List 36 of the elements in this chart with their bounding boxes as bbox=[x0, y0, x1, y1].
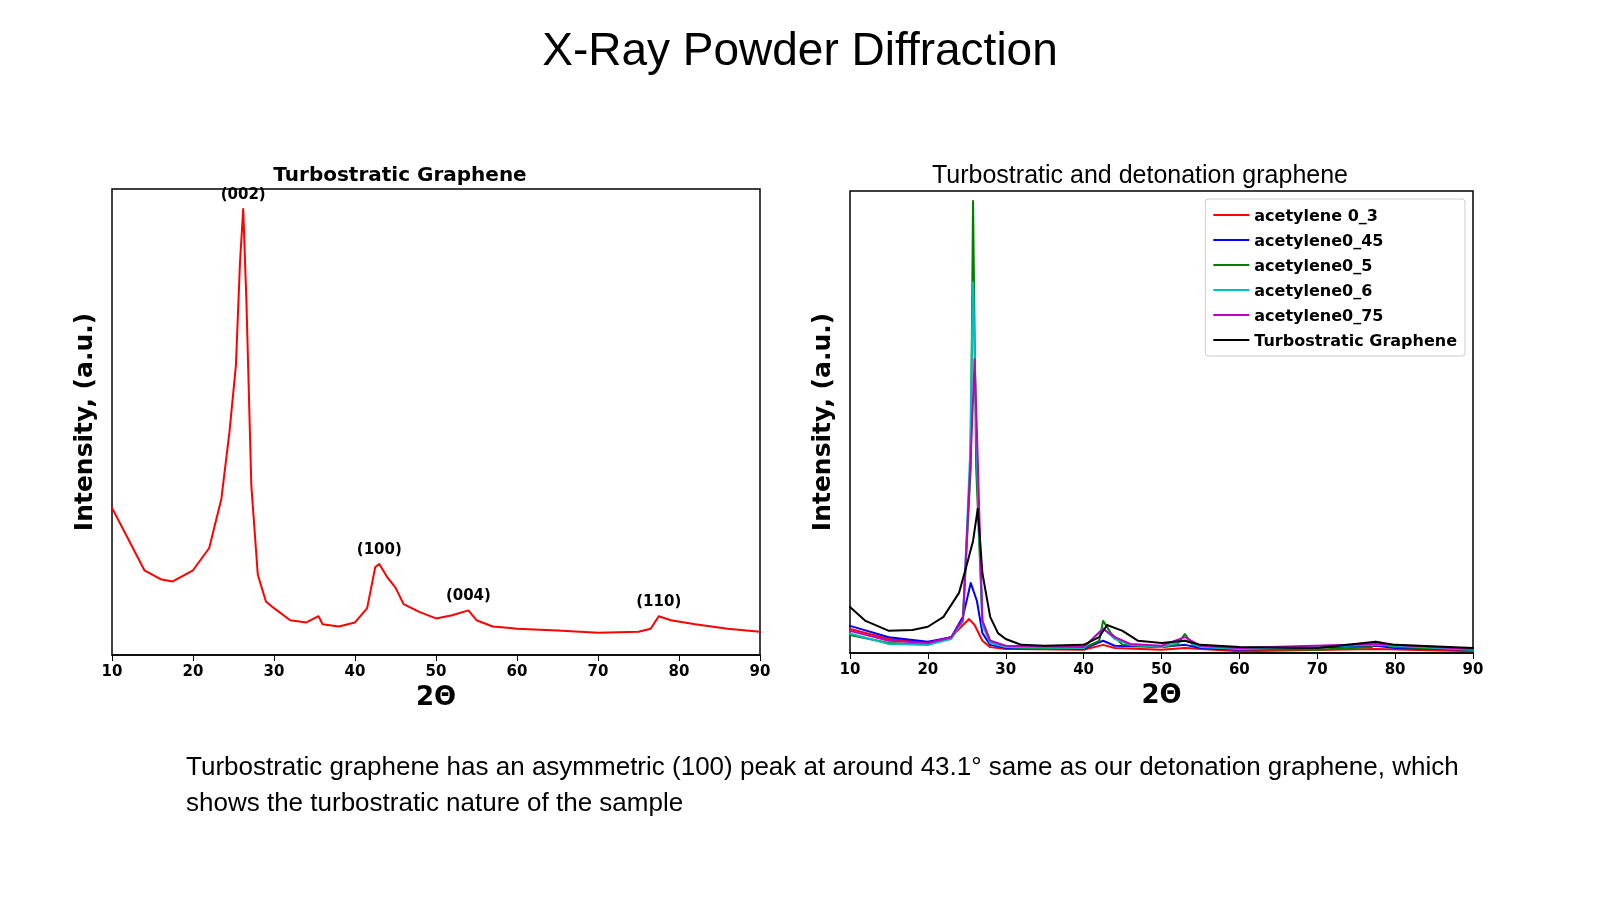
annotation: (004) bbox=[445, 585, 491, 604]
x-tick-label: 10 bbox=[839, 659, 861, 678]
legend-label: acetylene0_45 bbox=[1254, 230, 1384, 250]
x-tick-label: 80 bbox=[668, 661, 690, 680]
x-axis-title: 2Θ bbox=[415, 681, 457, 711]
annotation: (002) bbox=[220, 184, 266, 203]
text: X-Ray Powder Diffraction bbox=[541, 22, 1059, 76]
x-tick-label: 80 bbox=[1384, 659, 1406, 678]
legend-label: Turbostratic Graphene bbox=[1254, 330, 1458, 350]
legend-label: acetylene0_5 bbox=[1254, 255, 1373, 275]
x-tick-label: 90 bbox=[1462, 659, 1484, 678]
chart-title: Turbostratic Graphene bbox=[273, 162, 527, 186]
x-tick-label: 60 bbox=[506, 661, 528, 680]
x-tick-label: 20 bbox=[917, 659, 939, 678]
y-axis-title: Intensity, (a.u.) bbox=[807, 312, 836, 532]
x-tick-label: 30 bbox=[995, 659, 1017, 678]
x-tick-label: 20 bbox=[182, 661, 204, 680]
x-tick-label: 40 bbox=[344, 661, 366, 680]
legend-label: acetylene0_75 bbox=[1254, 305, 1384, 325]
text: Turbostratic graphene has an asymmetric (100) peak at around 43.1° same as our detonation graphene, which shows the turbostratic nature of the sample bbox=[186, 750, 1460, 819]
x-tick-label: 30 bbox=[263, 661, 285, 680]
x-tick-label: 40 bbox=[1073, 659, 1095, 678]
legend-label: acetylene0_6 bbox=[1254, 280, 1373, 300]
x-tick-label: 70 bbox=[1306, 659, 1328, 678]
legend-label: acetylene 0_3 bbox=[1254, 205, 1378, 225]
annotation: (110) bbox=[636, 591, 682, 610]
x-tick-label: 90 bbox=[749, 661, 771, 680]
y-axis-title: Intensity, (a.u.) bbox=[69, 312, 98, 532]
x-tick-label: 50 bbox=[1151, 659, 1172, 678]
x-tick-label: 70 bbox=[587, 661, 609, 680]
x-tick-label: 50 bbox=[425, 661, 447, 680]
annotation: (100) bbox=[356, 539, 402, 558]
x-tick-label: 10 bbox=[101, 661, 123, 680]
chart-title: Turbostratic and detonation graphene bbox=[931, 159, 1349, 188]
x-axis-title: 2Θ bbox=[1141, 679, 1182, 709]
x-tick-label: 60 bbox=[1228, 659, 1250, 678]
